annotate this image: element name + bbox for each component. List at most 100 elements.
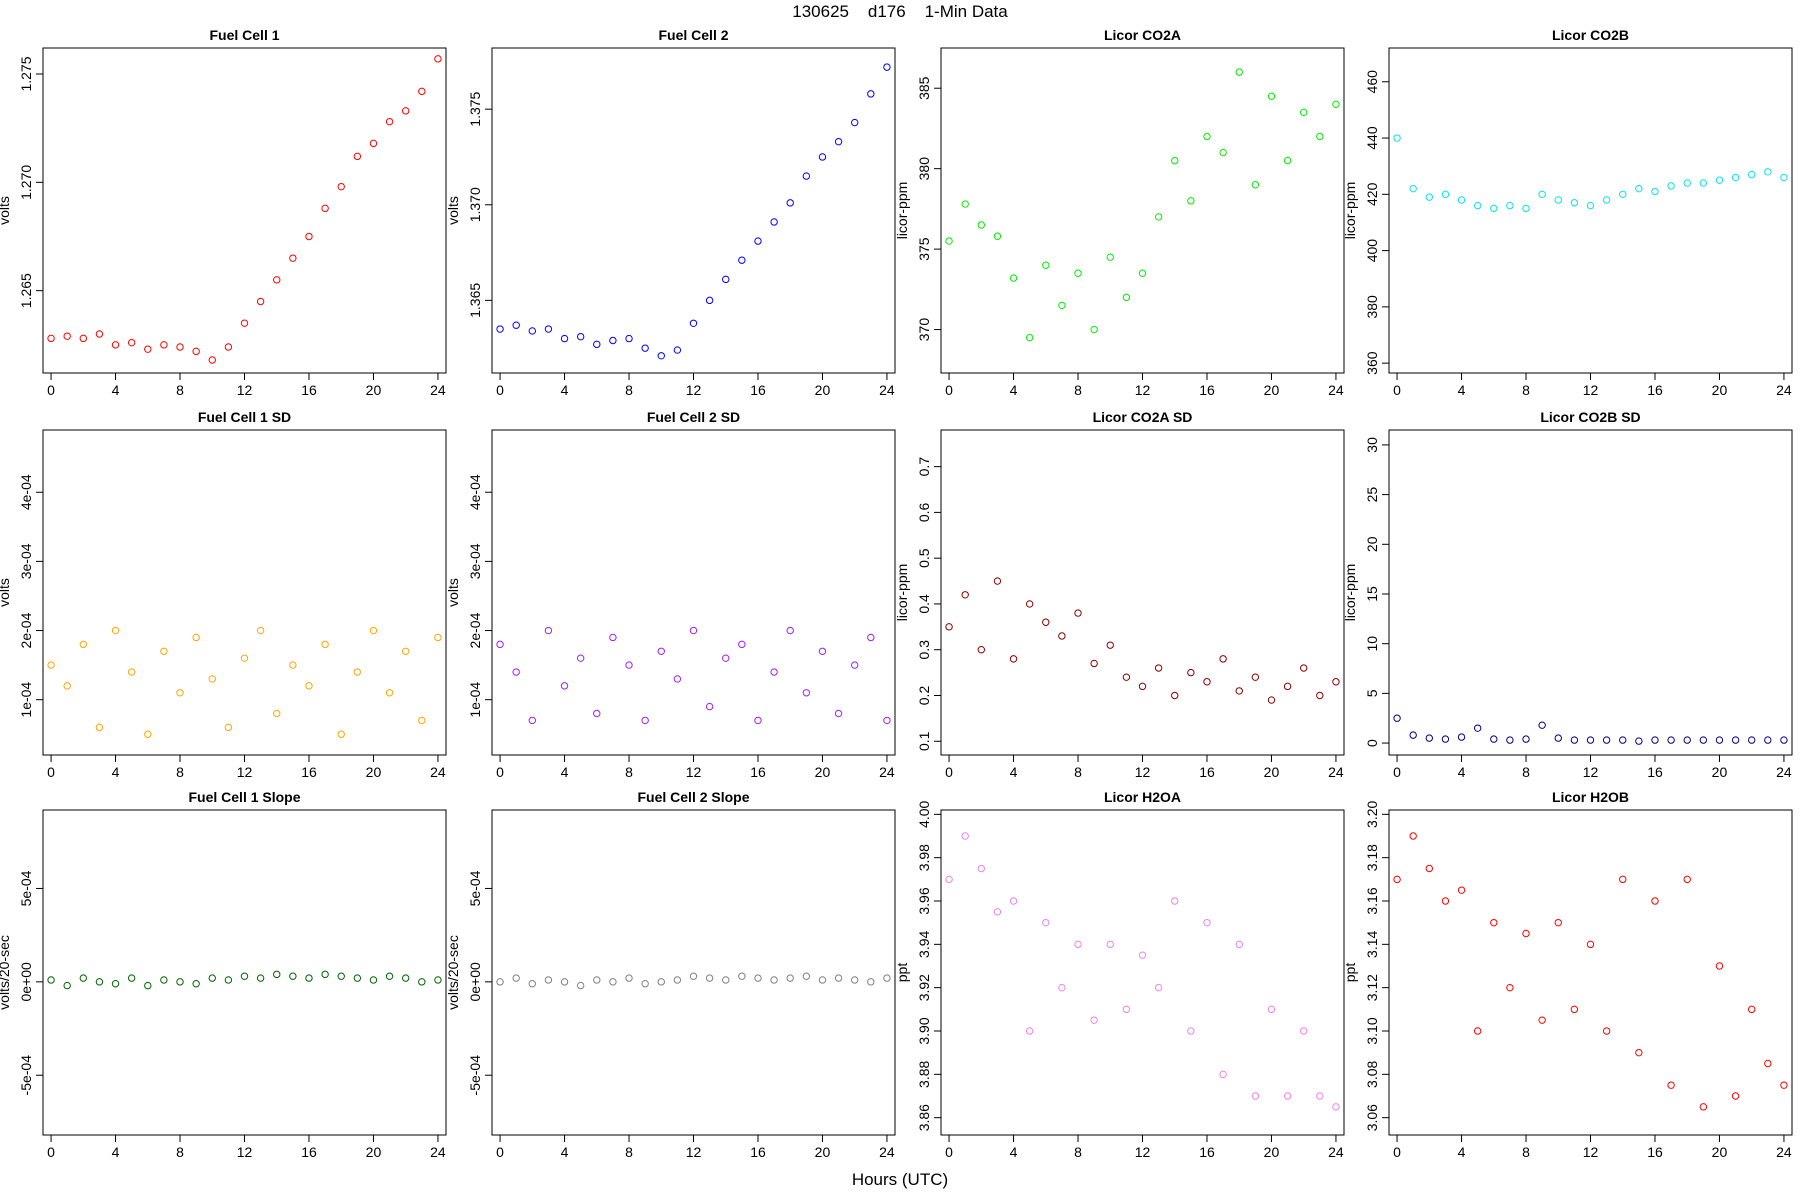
data-point: [1171, 691, 1179, 700]
data-point: [1251, 673, 1260, 681]
data-point: [593, 340, 601, 349]
data-point: [127, 338, 136, 347]
x-tick-label: 8: [625, 764, 633, 780]
data-point: [1731, 1092, 1740, 1100]
x-tick-label: 20: [1712, 1144, 1728, 1160]
data-point: [337, 182, 345, 191]
data-point: [1667, 736, 1675, 744]
data-point: [883, 974, 891, 982]
data-point: [1554, 734, 1562, 742]
data-point: [544, 976, 553, 984]
x-tick-label: 0: [1393, 764, 1401, 780]
y-tick-label: 3.90: [916, 1017, 932, 1044]
data-point: [369, 139, 378, 148]
data-point: [1332, 678, 1340, 686]
panel-10: Fuel Cell 2 Slope 0 4 8 12 16 20 24 -5e-04 0e+00 5…: [445, 789, 896, 1160]
data-point: [1267, 696, 1276, 704]
data-point: [47, 976, 55, 984]
data-point: [1187, 668, 1195, 677]
x-tick-label: 16: [750, 382, 766, 398]
data-point: [977, 646, 985, 654]
plot-frame: [42, 429, 447, 756]
y-tick-label: 4e-04: [467, 474, 483, 510]
panel-3: Licor CO2A 0 4 8 12 16 20 24 370 375 380 385 licor-p…: [894, 27, 1345, 398]
data-point: [1283, 1092, 1292, 1100]
data-point: [1457, 886, 1466, 894]
data-point: [305, 232, 313, 241]
data-point: [802, 172, 811, 180]
data-point: [160, 647, 168, 655]
x-tick-label: 20: [1264, 382, 1280, 398]
plot-frame: [940, 429, 1345, 756]
data-point: [705, 296, 714, 305]
y-tick-label: 2e-04: [467, 612, 483, 648]
data-point: [689, 972, 698, 980]
panel-title: Licor CO2B SD: [1540, 409, 1640, 425]
data-point: [609, 336, 617, 345]
data-point: [369, 626, 378, 635]
data-point: [1619, 190, 1627, 199]
x-tick-label: 16: [750, 1144, 766, 1160]
data-point: [1235, 68, 1243, 76]
data-point: [1506, 201, 1514, 210]
x-tick-label: 0: [47, 1144, 55, 1160]
data-point: [1619, 875, 1627, 884]
x-tick-label: 8: [625, 382, 633, 398]
data-point: [1715, 962, 1724, 970]
y-tick-label: 1.370: [467, 187, 483, 222]
data-point: [1667, 182, 1675, 190]
panel-title: Licor CO2A SD: [1093, 409, 1193, 425]
y-tick-label: 3.98: [916, 844, 932, 871]
data-point: [738, 256, 746, 264]
data-point: [834, 709, 843, 718]
data-point: [1683, 736, 1691, 744]
data-point: [385, 689, 394, 697]
data-point: [1300, 664, 1308, 672]
data-point: [1283, 682, 1292, 691]
data-point: [1490, 204, 1498, 213]
data-point: [1457, 196, 1466, 204]
x-tick-label: 24: [1328, 764, 1344, 780]
x-axis-label: Hours (UTC): [851, 1170, 949, 1189]
data-point: [111, 980, 120, 988]
y-tick-label: 0e+00: [18, 962, 34, 1002]
data-point: [1058, 301, 1066, 310]
data-point: [689, 626, 698, 635]
data-point: [544, 626, 553, 635]
data-point: [851, 118, 859, 127]
data-point: [961, 200, 969, 208]
y-axis-label: ppt: [894, 963, 910, 983]
data-point: [1425, 193, 1434, 201]
data-point: [256, 297, 265, 306]
data-point: [1267, 92, 1276, 100]
data-point: [1106, 940, 1114, 949]
x-tick-label: 12: [237, 1144, 253, 1160]
data-point: [402, 107, 410, 115]
data-point: [1699, 179, 1708, 187]
data-point: [802, 689, 811, 697]
y-tick-label: 3.14: [1364, 930, 1380, 957]
panel-2: Fuel Cell 2 0 4 8 12 16 20 24 1.365 1.370 1.375 vol…: [445, 27, 896, 398]
y-tick-label: 370: [916, 318, 932, 342]
y-tick-label: 375: [916, 237, 932, 261]
panel-7: Licor CO2A SD 0 4 8 12 16 20 24 0.1 0.2 0.3 0.4 0.5 0…: [894, 409, 1345, 780]
x-tick-label: 4: [112, 764, 120, 780]
data-point: [434, 633, 442, 642]
data-point: [337, 972, 345, 980]
x-tick-label: 4: [561, 1144, 569, 1160]
data-point: [1138, 269, 1147, 277]
x-tick-label: 4: [1458, 1144, 1466, 1160]
data-point: [144, 981, 152, 990]
data-point: [353, 152, 362, 161]
y-axis-label: licor-ppm: [894, 182, 910, 240]
data-point: [63, 682, 71, 690]
panel-11: Licor H2OA 0 4 8 12 16 20 24 3.86 3.88 3.90 3.92 3.9…: [894, 789, 1345, 1160]
data-point: [1522, 929, 1530, 938]
data-point: [1554, 918, 1562, 927]
data-point: [418, 716, 426, 725]
data-point: [1171, 156, 1179, 165]
x-tick-label: 24: [879, 382, 895, 398]
x-tick-label: 12: [1135, 1144, 1151, 1160]
data-point: [1009, 655, 1018, 663]
y-tick-label: 3.08: [1364, 1060, 1380, 1087]
